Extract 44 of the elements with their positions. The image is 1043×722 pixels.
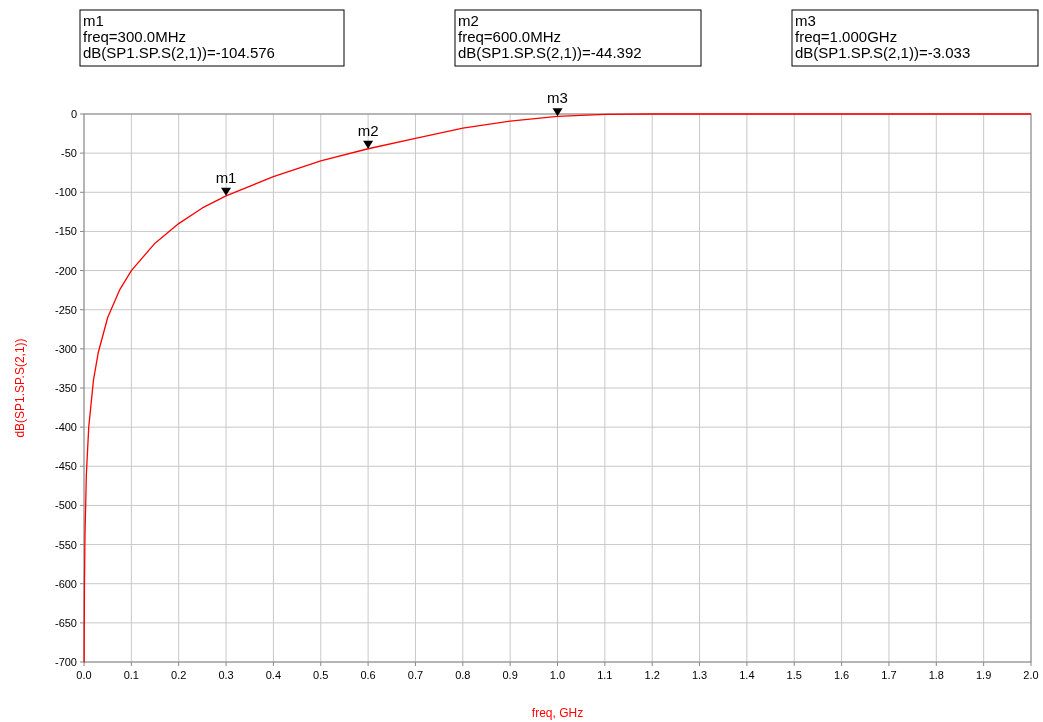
- x-tick-label: 0.3: [218, 669, 234, 681]
- x-tick-label: 0.7: [407, 669, 424, 681]
- annotation: m3: [547, 89, 568, 107]
- x-tick-label: 1.0: [549, 669, 566, 681]
- y-tick-label: -300: [54, 342, 77, 355]
- text: m2 freq=600.0MHz dB(SP1.SP.S(2,1))=-44.392: [458, 12, 642, 61]
- y-tick-label: -550: [54, 538, 77, 551]
- text: m3 freq=1.000GHz dB(SP1.SP.S(2,1))=-3.033: [795, 12, 971, 61]
- y-tick-label: 0: [70, 108, 77, 120]
- y-tick-label: -100: [54, 186, 77, 199]
- x-tick-label: 0.2: [171, 669, 187, 681]
- x-tick-label: 1.7: [881, 669, 897, 681]
- annotation: m1: [215, 168, 237, 186]
- x-tick-label: 0.0: [76, 669, 92, 681]
- x-tick-label: 0.8: [455, 669, 471, 681]
- x-tick-label: 0.9: [502, 669, 518, 681]
- x-tick-label: 1.8: [928, 669, 944, 681]
- x-tick-label: 2.0: [1023, 669, 1039, 681]
- x-axis-title: freq, GHz: [531, 706, 584, 720]
- y-tick-label: -50: [61, 147, 77, 160]
- y-tick-label: -700: [54, 656, 77, 668]
- y-tick-label: -400: [54, 421, 77, 434]
- x-tick-label: 1.2: [644, 669, 660, 681]
- x-tick-label: 1.6: [833, 669, 850, 681]
- y-tick-label: -250: [54, 303, 77, 316]
- annotation: m2: [357, 121, 379, 139]
- x-tick-label: 1.9: [976, 669, 992, 681]
- x-tick-label: 1.5: [786, 669, 802, 681]
- x-tick-label: 1.3: [691, 669, 708, 681]
- y-axis-title: dB(SP1.SP.S(2,1)): [13, 338, 27, 438]
- x-tick-label: 0.1: [123, 669, 139, 681]
- x-tick-label: 0.6: [360, 669, 376, 681]
- y-tick-label: -150: [54, 225, 77, 238]
- x-tick-label: 0.4: [265, 669, 282, 681]
- y-tick-label: -500: [54, 499, 77, 512]
- y-tick-label: -450: [54, 460, 77, 473]
- x-tick-label: 0.5: [313, 669, 329, 681]
- y-tick-label: -650: [54, 616, 77, 629]
- y-tick-label: -200: [54, 264, 77, 277]
- text: m1 freq=300.0MHz dB(SP1.SP.S(2,1))=-104.576: [83, 12, 275, 61]
- y-tick-label: -600: [54, 577, 77, 590]
- x-tick-label: 1.1: [597, 669, 613, 681]
- y-tick-label: -350: [54, 382, 77, 394]
- x-tick-label: 1.4: [739, 669, 755, 681]
